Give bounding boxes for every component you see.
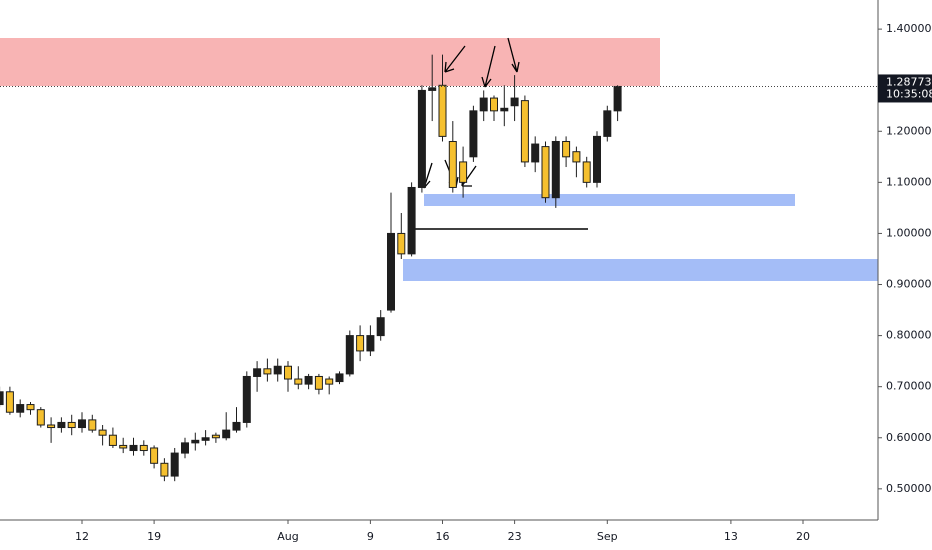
y-tick-label: 1.20000 bbox=[886, 124, 932, 137]
candle-body bbox=[181, 442, 189, 454]
candle-body bbox=[139, 444, 148, 452]
candle-body bbox=[304, 375, 313, 385]
drawings bbox=[0, 37, 878, 281]
candle-body bbox=[201, 437, 210, 441]
candle-body bbox=[36, 409, 45, 426]
candle-body bbox=[335, 373, 344, 383]
candle-body bbox=[366, 335, 375, 352]
candle-body bbox=[603, 110, 612, 137]
price-box bbox=[878, 74, 932, 103]
y-tick-label: 0.70000 bbox=[886, 380, 932, 393]
candle-body bbox=[150, 447, 159, 464]
x-tick-label: 23 bbox=[508, 530, 522, 543]
candle-body bbox=[170, 452, 179, 477]
candle-body bbox=[0, 391, 4, 406]
candle-body bbox=[397, 232, 406, 255]
candle-body bbox=[459, 161, 468, 183]
candle-body bbox=[428, 87, 437, 91]
candle-body bbox=[500, 107, 509, 112]
candle-body bbox=[222, 429, 231, 439]
candle-body bbox=[562, 140, 571, 158]
candle-body bbox=[490, 97, 498, 112]
candle-body bbox=[572, 151, 581, 163]
candle-body bbox=[119, 444, 128, 449]
candle-body bbox=[263, 368, 272, 375]
countdown: 10:35:08 bbox=[886, 87, 932, 100]
candle-body bbox=[407, 186, 416, 255]
y-tick-label: 0.60000 bbox=[886, 431, 932, 444]
candle-body bbox=[593, 135, 601, 183]
candle-body bbox=[387, 232, 395, 311]
y-tick-label: 1.40000 bbox=[886, 22, 932, 35]
x-tick-label: 12 bbox=[75, 530, 89, 543]
candle-body bbox=[232, 421, 241, 431]
candle-body bbox=[160, 462, 169, 477]
candle-body bbox=[57, 421, 66, 429]
x-tick-label: 13 bbox=[724, 530, 738, 543]
candle-body bbox=[345, 335, 354, 375]
candle-body bbox=[253, 368, 262, 377]
candle-body bbox=[191, 439, 200, 444]
candle-body bbox=[78, 419, 86, 429]
candle-body bbox=[356, 335, 365, 352]
candle-body bbox=[479, 97, 488, 112]
candle-body bbox=[294, 378, 303, 385]
y-tick-label: 0.90000 bbox=[886, 278, 932, 291]
candle-body bbox=[531, 143, 540, 163]
candle-body bbox=[242, 375, 251, 423]
candle-body bbox=[211, 434, 220, 439]
candle-body bbox=[108, 434, 117, 446]
candle-body bbox=[417, 89, 426, 188]
candle-body bbox=[273, 365, 282, 375]
candle-body bbox=[98, 429, 107, 436]
candle-body bbox=[438, 84, 447, 137]
x-tick-label: 9 bbox=[367, 530, 374, 543]
candle-body bbox=[129, 444, 138, 452]
candle-body bbox=[5, 391, 14, 413]
y-tick-label: 0.50000 bbox=[886, 482, 932, 495]
y-tick-label: 0.80000 bbox=[886, 329, 932, 342]
candle-body bbox=[376, 317, 385, 337]
candle-body bbox=[510, 97, 519, 107]
candle-body bbox=[582, 161, 591, 183]
candle-body bbox=[551, 140, 560, 199]
candle-body bbox=[284, 365, 292, 380]
candle-body bbox=[448, 140, 457, 188]
candle-body bbox=[520, 100, 529, 163]
candles bbox=[0, 54, 622, 482]
candle-body bbox=[47, 424, 56, 429]
demand-zone bbox=[424, 194, 795, 206]
candle-body bbox=[541, 146, 550, 199]
demand-zone bbox=[403, 259, 878, 281]
candle-body bbox=[16, 404, 25, 413]
price-label: 1.28773 bbox=[886, 75, 932, 88]
candle-body bbox=[67, 421, 76, 429]
candle-body bbox=[314, 375, 323, 390]
x-tick-label: Aug bbox=[277, 530, 298, 543]
candle-body bbox=[613, 85, 622, 112]
x-tick-label: 19 bbox=[147, 530, 161, 543]
x-tick-label: Sep bbox=[597, 530, 618, 543]
candle-body bbox=[26, 404, 35, 411]
candle-body bbox=[469, 110, 478, 158]
candle-body bbox=[325, 378, 334, 385]
x-tick-label: 20 bbox=[796, 530, 810, 543]
y-tick-label: 1.10000 bbox=[886, 175, 932, 188]
supply-zone bbox=[0, 38, 660, 86]
candle-body bbox=[88, 419, 97, 431]
y-tick-label: 1.00000 bbox=[886, 226, 932, 239]
x-tick-label: 16 bbox=[436, 530, 450, 543]
